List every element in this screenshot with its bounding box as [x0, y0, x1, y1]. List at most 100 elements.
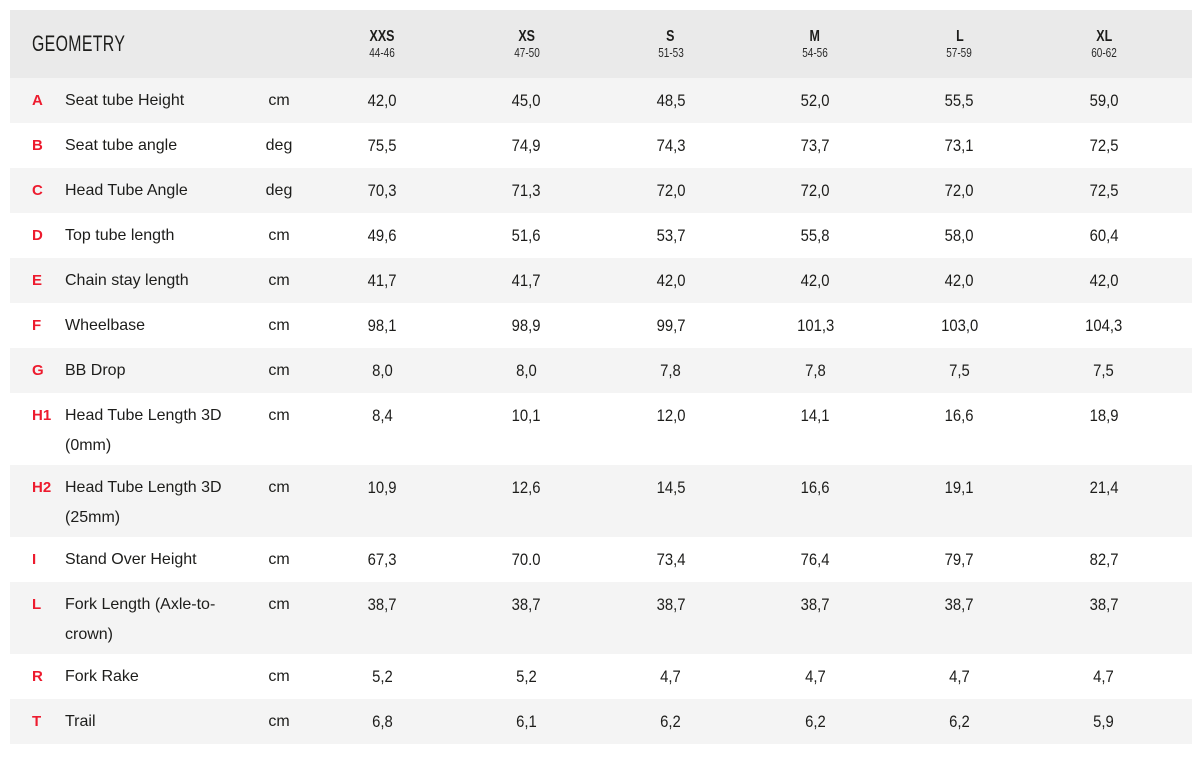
row-value: 19,1: [887, 473, 1031, 503]
row-value: 42,0: [1032, 266, 1176, 296]
size-label: L: [955, 27, 964, 45]
size-range-line: 51-53: [599, 45, 743, 61]
value-text: 5,2: [371, 668, 393, 686]
value-text: 4,7: [949, 668, 970, 686]
value-text: 42,0: [1089, 272, 1119, 290]
value-text: 38,7: [945, 596, 974, 614]
table-row: G BB Drop cm 8,0 8,0 7,8 7,8 7,5 7,5: [10, 348, 1192, 393]
value-text: 38,7: [800, 596, 830, 614]
row-label: Top tube length: [65, 227, 175, 244]
row-value: 14,5: [599, 473, 743, 503]
size-range-line: 44-46: [310, 45, 454, 61]
value-text: 55,8: [800, 227, 830, 245]
row-value: 4,7: [743, 662, 887, 692]
table-row: L Fork Length (Axle-to-crown) cm 38,7 38,7 38…: [10, 582, 1192, 654]
size-label: XS: [518, 27, 535, 45]
size-range-line: 57-59: [887, 45, 1031, 61]
size-label-line: XS: [454, 28, 598, 45]
size-column-header: XL 60-62: [1032, 28, 1176, 61]
value-text: 4,7: [660, 668, 682, 686]
table-row: I Stand Over Height cm 67,3 70.0 73,4 76,4 79,7…: [10, 537, 1192, 582]
table-row: H1 Head Tube Length 3D (0mm) cm 8,4 10,1 12,0…: [10, 393, 1192, 465]
row-value: 7,8: [743, 356, 887, 386]
row-label: BB Drop: [65, 362, 126, 379]
value-text: 41,7: [367, 272, 397, 290]
row-value: 79,7: [887, 545, 1031, 575]
row-value: 74,3: [599, 131, 743, 161]
size-range: 44-46: [369, 45, 395, 60]
row-value: 42,0: [887, 266, 1031, 296]
value-text: 72,5: [1089, 182, 1119, 200]
row-label: Head Tube Length 3D (25mm): [65, 479, 222, 526]
row-unit: deg: [265, 137, 293, 154]
size-range-line: 54-56: [743, 45, 887, 61]
size-column-header: S 51-53: [599, 28, 743, 61]
row-value: 42,0: [310, 86, 454, 116]
value-text: 76,4: [800, 551, 830, 569]
row-value: 98,1: [310, 311, 454, 341]
row-unit: cm: [268, 362, 290, 379]
value-text: 4,7: [804, 668, 826, 686]
value-text: 48,5: [656, 92, 686, 110]
value-text: 49,6: [367, 227, 397, 245]
row-value: 55,8: [743, 221, 887, 251]
value-text: 6,8: [371, 713, 393, 731]
row-value: 5,2: [454, 662, 598, 692]
value-text: 14,5: [656, 479, 686, 497]
value-text: 42,0: [800, 272, 830, 290]
value-text: 73,7: [800, 137, 830, 155]
row-key: L: [32, 596, 42, 613]
row-value: 16,6: [887, 401, 1031, 431]
row-label: Chain stay length: [65, 272, 189, 289]
row-value: 42,0: [743, 266, 887, 296]
value-text: 55,5: [945, 92, 974, 110]
value-text: 10,9: [367, 479, 397, 497]
row-value: 7,5: [1032, 356, 1176, 386]
value-text: 79,7: [945, 551, 974, 569]
row-value: 51,6: [454, 221, 598, 251]
row-value: 76,4: [743, 545, 887, 575]
row-value: 7,5: [887, 356, 1031, 386]
row-unit: cm: [268, 551, 290, 568]
size-range: 51-53: [658, 45, 684, 60]
value-text: 5,9: [1093, 713, 1115, 731]
value-text: 99,7: [656, 317, 686, 335]
value-text: 6,2: [949, 713, 970, 731]
row-label: Seat tube Height: [65, 92, 185, 109]
row-value: 72,5: [1032, 176, 1176, 206]
row-value: 10,9: [310, 473, 454, 503]
row-label: Head Tube Angle: [65, 182, 188, 199]
value-text: 12,0: [656, 407, 686, 425]
value-text: 67,3: [367, 551, 397, 569]
value-text: 75,5: [367, 137, 397, 155]
value-text: 59,0: [1089, 92, 1119, 110]
row-value: 73,7: [743, 131, 887, 161]
table-row: A Seat tube Height cm 42,0 45,0 48,5 52,0 55,5 5…: [10, 78, 1192, 123]
row-value: 74,9: [454, 131, 598, 161]
size-label: S: [666, 27, 675, 45]
row-value: 70.0: [454, 545, 598, 575]
row-value: 82,7: [1032, 545, 1176, 575]
value-text: 73,1: [945, 137, 974, 155]
row-key: A: [32, 92, 43, 109]
row-value: 4,7: [887, 662, 1031, 692]
row-key: G: [32, 362, 44, 379]
row-value: 6,8: [310, 707, 454, 737]
row-value: 60,4: [1032, 221, 1176, 251]
row-value: 45,0: [454, 86, 598, 116]
row-value: 70,3: [310, 176, 454, 206]
row-label: Trail: [65, 713, 96, 730]
row-value: 67,3: [310, 545, 454, 575]
row-value: 38,7: [599, 590, 743, 620]
row-value: 16,6: [743, 473, 887, 503]
value-text: 72,5: [1089, 137, 1119, 155]
row-value: 42,0: [599, 266, 743, 296]
row-value: 73,4: [599, 545, 743, 575]
value-text: 42,0: [367, 92, 397, 110]
value-text: 16,6: [800, 479, 830, 497]
value-text: 60,4: [1089, 227, 1119, 245]
row-value: 6,2: [743, 707, 887, 737]
row-key: F: [32, 317, 42, 334]
row-key: B: [32, 137, 43, 154]
row-label: Head Tube Length 3D (0mm): [65, 407, 222, 454]
